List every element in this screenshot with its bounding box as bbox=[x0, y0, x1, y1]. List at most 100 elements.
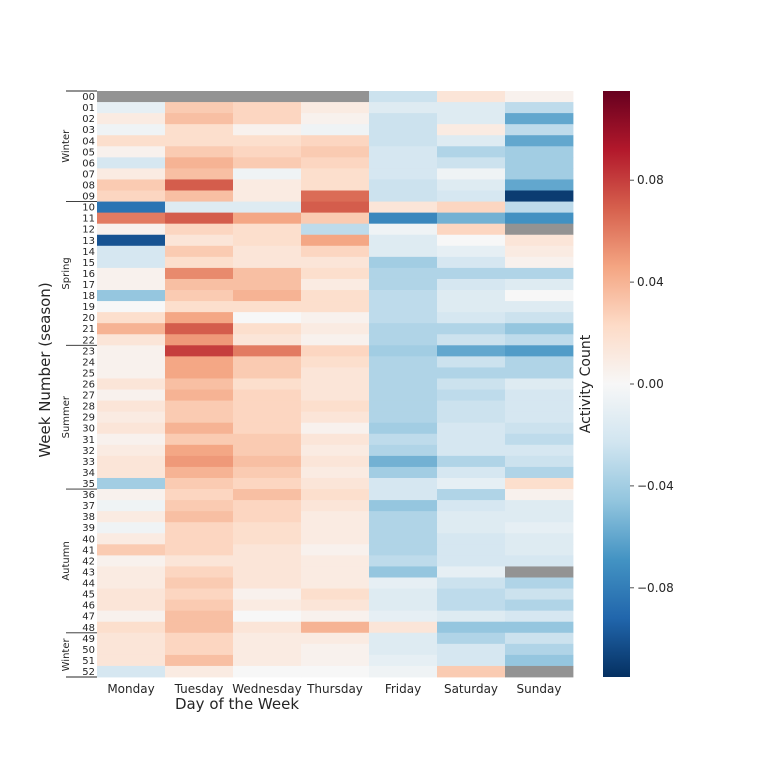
heatmap-cell bbox=[437, 146, 506, 158]
y-tick-label: 01 bbox=[82, 103, 95, 114]
heatmap-cell bbox=[301, 135, 370, 147]
heatmap-cell bbox=[369, 433, 438, 446]
heatmap-cell bbox=[97, 389, 166, 401]
heatmap-cell bbox=[369, 378, 438, 390]
heatmap-cell bbox=[165, 411, 234, 424]
heatmap-cell bbox=[505, 511, 574, 523]
heatmap-cell bbox=[165, 389, 234, 401]
heatmap-cell bbox=[301, 621, 370, 634]
heatmap-cell bbox=[369, 489, 438, 501]
heatmap-cell bbox=[97, 256, 166, 269]
heatmap-cell bbox=[437, 566, 506, 578]
heatmap-cell bbox=[437, 179, 506, 191]
heatmap-cell bbox=[165, 555, 234, 567]
heatmap-cell bbox=[165, 190, 234, 202]
y-tick-label: 21 bbox=[82, 324, 95, 335]
heatmap-cell bbox=[505, 444, 574, 457]
heatmap-cell bbox=[301, 522, 370, 534]
heatmap-cell bbox=[97, 113, 166, 125]
heatmap-cell bbox=[505, 135, 574, 147]
heatmap-cell bbox=[97, 555, 166, 567]
heatmap-cell bbox=[301, 201, 370, 214]
heatmap-cell bbox=[233, 301, 302, 313]
heatmap-cell bbox=[505, 378, 574, 390]
y-tick-label: 19 bbox=[82, 302, 95, 313]
heatmap-cell bbox=[233, 102, 302, 114]
heatmap-cell bbox=[233, 665, 302, 678]
heatmap-cell bbox=[233, 201, 302, 214]
heatmap-cell bbox=[505, 422, 574, 435]
y-tick-label: 11 bbox=[82, 214, 95, 225]
heatmap-cell bbox=[97, 367, 166, 379]
heatmap-cell bbox=[437, 91, 506, 103]
heatmap-cell bbox=[369, 643, 438, 656]
heatmap-cell bbox=[505, 544, 574, 556]
y-tick-label: 26 bbox=[82, 380, 95, 391]
heatmap-cell bbox=[97, 477, 166, 490]
heatmap-cell bbox=[233, 477, 302, 490]
heatmap-cell bbox=[165, 511, 234, 523]
heatmap-cell bbox=[165, 245, 234, 258]
heatmap-cell bbox=[369, 621, 438, 634]
heatmap-cell bbox=[97, 234, 166, 247]
heatmap-cell bbox=[437, 511, 506, 523]
heatmap-cell bbox=[369, 367, 438, 379]
heatmap-cell bbox=[301, 146, 370, 158]
heatmap-cell bbox=[233, 566, 302, 578]
heatmap-cell bbox=[437, 301, 506, 313]
heatmap-cell bbox=[505, 312, 574, 324]
heatmap-cell bbox=[165, 234, 234, 247]
heatmap-cell bbox=[369, 157, 438, 169]
heatmap-cell bbox=[505, 643, 574, 656]
heatmap-cell bbox=[437, 334, 506, 346]
heatmap-cell bbox=[97, 267, 166, 280]
heatmap-cell bbox=[233, 577, 302, 589]
heatmap-cell bbox=[165, 400, 234, 413]
heatmap-cell bbox=[165, 489, 234, 501]
heatmap-cell bbox=[97, 599, 166, 612]
colorbar-tick-label: 0.08 bbox=[637, 173, 664, 187]
heatmap-cell bbox=[301, 544, 370, 556]
heatmap-cell bbox=[165, 665, 234, 678]
heatmap-cell bbox=[165, 278, 234, 291]
heatmap-cell bbox=[301, 179, 370, 191]
heatmap-cell bbox=[97, 157, 166, 169]
heatmap-cell bbox=[301, 477, 370, 490]
heatmap-cell bbox=[437, 168, 506, 180]
heatmap-cell bbox=[369, 256, 438, 269]
heatmap-cell bbox=[97, 500, 166, 512]
heatmap-cell bbox=[233, 378, 302, 390]
heatmap-cell bbox=[97, 124, 166, 136]
y-tick-label: 04 bbox=[82, 136, 95, 147]
heatmap-cell bbox=[369, 290, 438, 302]
heatmap-cell bbox=[97, 212, 166, 225]
heatmap-cell bbox=[301, 588, 370, 601]
heatmap-cell bbox=[369, 179, 438, 191]
heatmap-cell bbox=[437, 356, 506, 368]
heatmap-cell bbox=[437, 632, 506, 645]
heatmap-cell bbox=[233, 157, 302, 169]
y-tick-label: 44 bbox=[82, 579, 95, 590]
y-axis-label: Week Number (season) bbox=[36, 282, 54, 457]
heatmap-cell bbox=[437, 665, 506, 678]
heatmap-cell bbox=[505, 522, 574, 534]
heatmap-cell bbox=[437, 190, 506, 202]
y-tick-labels: 0001020304050607080910111213141516171819… bbox=[82, 92, 95, 678]
heatmap-cell bbox=[505, 245, 574, 258]
heatmap-cell bbox=[165, 201, 234, 214]
heatmap-cell bbox=[233, 245, 302, 258]
heatmap-cell bbox=[165, 588, 234, 601]
y-tick-label: 43 bbox=[82, 567, 95, 578]
heatmap-cell bbox=[301, 389, 370, 401]
heatmap-cell bbox=[369, 422, 438, 435]
heatmap-cell bbox=[233, 345, 302, 357]
heatmap-cell bbox=[437, 489, 506, 501]
heatmap-cell bbox=[505, 621, 574, 634]
heatmap-cell bbox=[301, 577, 370, 589]
heatmap-cell bbox=[233, 422, 302, 435]
heatmap-cell bbox=[437, 466, 506, 479]
heatmap-cell bbox=[97, 533, 166, 545]
heatmap-cell bbox=[437, 455, 506, 468]
heatmap-cell bbox=[97, 356, 166, 368]
heatmap-cell bbox=[369, 212, 438, 225]
